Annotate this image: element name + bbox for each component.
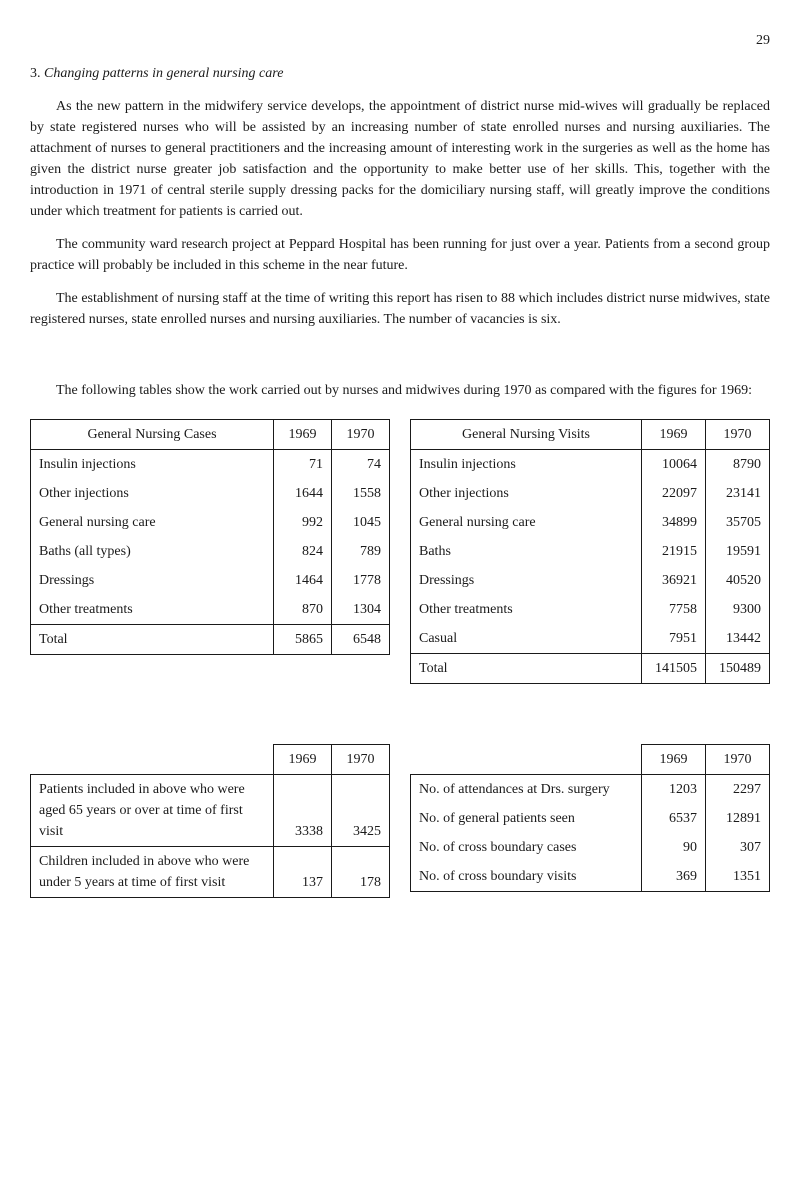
table-cell: 7951 [642,624,706,654]
empty-header [31,745,274,775]
table1-col-1970: 1970 [332,420,390,450]
section-number: 3. [30,66,41,81]
table-row-label: Insulin injections [31,450,274,480]
table-row-label: Baths (all types) [31,537,274,566]
table-nursing-cases: General Nursing Cases 1969 1970 Insulin … [30,419,390,684]
table3-col-1969: 1969 [274,745,332,775]
table-cell: 6548 [332,625,390,655]
table-cell: 1203 [642,775,706,805]
table-cell: 23141 [706,479,770,508]
table1-header: General Nursing Cases [31,420,274,450]
table-cell: 12891 [706,804,770,833]
table-cell: 1304 [332,595,390,625]
table-patients: 1969 1970 Patients included in above who… [30,744,390,898]
table-cell: 8790 [706,450,770,480]
table2-total-label: Total [411,654,642,684]
table2-col-1969: 1969 [642,420,706,450]
paragraph-3: The establishment of nursing staff at th… [30,288,770,330]
table3-col-1970: 1970 [332,745,390,775]
table-attendances: 1969 1970 No. of attendances at Drs. sur… [410,744,770,898]
tables-row-1: General Nursing Cases 1969 1970 Insulin … [30,419,770,684]
table-cell: 40520 [706,566,770,595]
table-row-label: No. of cross boundary visits [411,862,642,892]
table-row-label: Patients included in above who were aged… [31,775,274,847]
table-cell: 19591 [706,537,770,566]
table1-total-label: Total [31,625,274,655]
table-cell: 141505 [642,654,706,684]
table-row-label: Dressings [31,566,274,595]
tables-row-2: 1969 1970 Patients included in above who… [30,744,770,898]
table-cell: 2297 [706,775,770,805]
table-row-label: No. of cross boundary cases [411,833,642,862]
table-cell: 6537 [642,804,706,833]
table4-col-1970: 1970 [706,745,770,775]
table-cell: 1351 [706,862,770,892]
table-cell: 22097 [642,479,706,508]
table-cell: 90 [642,833,706,862]
table-cell: 10064 [642,450,706,480]
table-cell: 3425 [332,775,390,847]
table-cell: 307 [706,833,770,862]
table-cell: 13442 [706,624,770,654]
table-cell: 7758 [642,595,706,624]
table-cell: 1778 [332,566,390,595]
paragraph-2: The community ward research project at P… [30,234,770,276]
table-cell: 369 [642,862,706,892]
table-cell: 36921 [642,566,706,595]
table-cell: 137 [274,847,332,898]
table-row-label: No. of attendances at Drs. surgery [411,775,642,805]
table-cell: 1558 [332,479,390,508]
table-row-label: Other treatments [411,595,642,624]
table-cell: 5865 [274,625,332,655]
empty-header [411,745,642,775]
table-cell: 74 [332,450,390,480]
table-row-label: Other treatments [31,595,274,625]
table2-header: General Nursing Visits [411,420,642,450]
section-title: Changing patterns in general nursing car… [44,66,283,81]
table-row-label: Other injections [411,479,642,508]
table-row-label: Insulin injections [411,450,642,480]
table-cell: 71 [274,450,332,480]
table-row-label: Other injections [31,479,274,508]
section-heading: 3. Changing patterns in general nursing … [30,63,770,84]
table-cell: 3338 [274,775,332,847]
table-row-label: No. of general patients seen [411,804,642,833]
table-cell: 21915 [642,537,706,566]
table1-col-1969: 1969 [274,420,332,450]
table-row-label: Children included in above who were unde… [31,847,274,898]
table4-col-1969: 1969 [642,745,706,775]
tables-intro: The following tables show the work carri… [30,380,770,401]
table-cell: 150489 [706,654,770,684]
table-cell: 1644 [274,479,332,508]
table-cell: 789 [332,537,390,566]
paragraph-1: As the new pattern in the midwifery serv… [30,96,770,222]
table-cell: 178 [332,847,390,898]
table-row-label: General nursing care [411,508,642,537]
table-cell: 9300 [706,595,770,624]
table-cell: 35705 [706,508,770,537]
table-cell: 1464 [274,566,332,595]
table-cell: 34899 [642,508,706,537]
table-row-label: Baths [411,537,642,566]
table-cell: 824 [274,537,332,566]
table-cell: 870 [274,595,332,625]
table-row-label: Dressings [411,566,642,595]
table-cell: 992 [274,508,332,537]
table-row-label: General nursing care [31,508,274,537]
table-row-label: Casual [411,624,642,654]
table-cell: 1045 [332,508,390,537]
page-number: 29 [30,30,770,51]
table-nursing-visits: General Nursing Visits 1969 1970 Insulin… [410,419,770,684]
table2-col-1970: 1970 [706,420,770,450]
